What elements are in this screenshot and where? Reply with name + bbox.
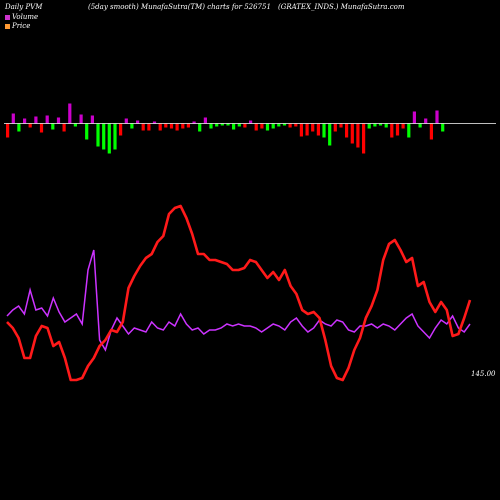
price-line: [6, 204, 472, 382]
pvm-bar-18: [107, 123, 111, 154]
pvm-bar-61: [350, 123, 354, 144]
pvm-bar-22: [130, 123, 134, 129]
pvm-bar-65: [373, 123, 377, 127]
header-middle: (5day smooth) MunafaSutra(TM) charts for…: [88, 3, 271, 11]
pvm-bar-30: [175, 123, 179, 131]
pvm-bar-28: [164, 123, 168, 128]
pvm-bar-71: [407, 123, 411, 138]
pvm-bar-9: [56, 117, 61, 124]
pvm-bar-25: [147, 123, 151, 131]
pvm-bar-7: [45, 115, 49, 124]
pvm-bar-77: [441, 123, 445, 132]
pvm-bar-1: [11, 113, 15, 124]
pvm-bar-44: [254, 123, 258, 131]
legend-volume-swatch: [5, 14, 10, 20]
header-left: Daily PVM: [5, 3, 43, 11]
pvm-bar-20: [119, 123, 123, 136]
pvm-bar-17: [102, 123, 106, 150]
pvm-bar-48: [277, 123, 281, 127]
pvm-bar-64: [367, 123, 371, 129]
pvm-bar-55: [316, 123, 320, 136]
price-value-label: 145.00: [471, 370, 496, 378]
pvm-bar-49: [282, 123, 287, 126]
pvm-bar-75: [429, 123, 433, 140]
pvm-bar-46: [265, 123, 270, 131]
pvm-bar-32: [186, 123, 190, 128]
legend-volume-label: Volume: [12, 13, 39, 21]
pvm-bar-59: [339, 123, 343, 128]
pvm-bar-62: [356, 123, 360, 148]
pvm-bar-69: [395, 123, 400, 136]
pvm-bar-39: [226, 123, 230, 126]
pvm-bar-29: [169, 123, 174, 129]
pvm-bar-51: [294, 123, 298, 127]
pvm-bar-42: [243, 123, 247, 128]
pvm-bar-40: [232, 123, 236, 130]
pvm-bar-8: [51, 123, 55, 130]
pvm-bar-67: [384, 123, 388, 128]
pvm-bar-6: [39, 123, 44, 133]
pvm-bar-35: [203, 117, 207, 124]
pvm-bar-33: [192, 121, 196, 124]
pvm-bar-74: [424, 118, 428, 124]
pvm-bar-0: [6, 123, 10, 138]
header-right: (GRATEX_INDS.) MunafaSutra.com: [278, 3, 405, 11]
pvm-bar-24: [141, 123, 145, 131]
legend-price-swatch: [5, 23, 10, 29]
pvm-bar-27: [158, 123, 162, 131]
legend-volume: Volume: [5, 13, 38, 21]
pvm-bar-53: [305, 123, 309, 136]
legend-price-label: Price: [12, 22, 31, 30]
pvm-bar-70: [401, 123, 405, 129]
volume-line: [6, 249, 471, 352]
pvm-bar-12: [73, 123, 77, 127]
pvm-bar-41: [237, 123, 241, 127]
pvm-bar-68: [390, 123, 394, 138]
pvm-bar-57: [328, 123, 332, 146]
pvm-bar-36: [209, 123, 213, 129]
pvm-bar-34: [198, 123, 202, 132]
pvm-bar-3: [23, 118, 27, 124]
pvm-bar-66: [378, 123, 383, 126]
pvm-bar-43: [249, 120, 253, 124]
pvm-bar-38: [220, 123, 224, 126]
pvm-bar-60: [345, 123, 349, 138]
pvm-bar-15: [90, 115, 94, 124]
pvm-bar-76: [435, 110, 439, 124]
pvm-bar-37: [215, 123, 219, 127]
legend-price: Price: [5, 22, 30, 30]
pvm-bar-58: [333, 123, 337, 132]
pvm-bar-72: [412, 111, 416, 124]
pvm-bar-63: [362, 123, 366, 154]
pvm-bar-2: [17, 123, 21, 132]
pvm-bar-52: [299, 123, 303, 137]
pvm-bar-14: [85, 123, 89, 140]
pvm-bar-4: [28, 123, 32, 128]
pvm-bar-45: [260, 123, 264, 129]
pvm-bar-50: [288, 123, 292, 128]
pvm-bar-10: [62, 123, 66, 132]
pvm-bar-19: [113, 123, 117, 150]
pvm-bar-23: [136, 120, 140, 124]
pvm-bar-56: [322, 123, 326, 138]
pvm-bar-16: [96, 123, 100, 147]
pvm-bar-5: [34, 116, 38, 124]
pvm-bar-26: [152, 121, 157, 124]
pvm-bar-47: [271, 123, 275, 129]
pvm-bar-13: [79, 114, 83, 124]
pvm-bar-73: [418, 123, 422, 128]
pvm-bar-31: [181, 123, 185, 129]
pvm-bar-21: [124, 118, 128, 124]
pvm-bar-54: [311, 123, 315, 132]
pvm-bar-11: [68, 103, 72, 124]
